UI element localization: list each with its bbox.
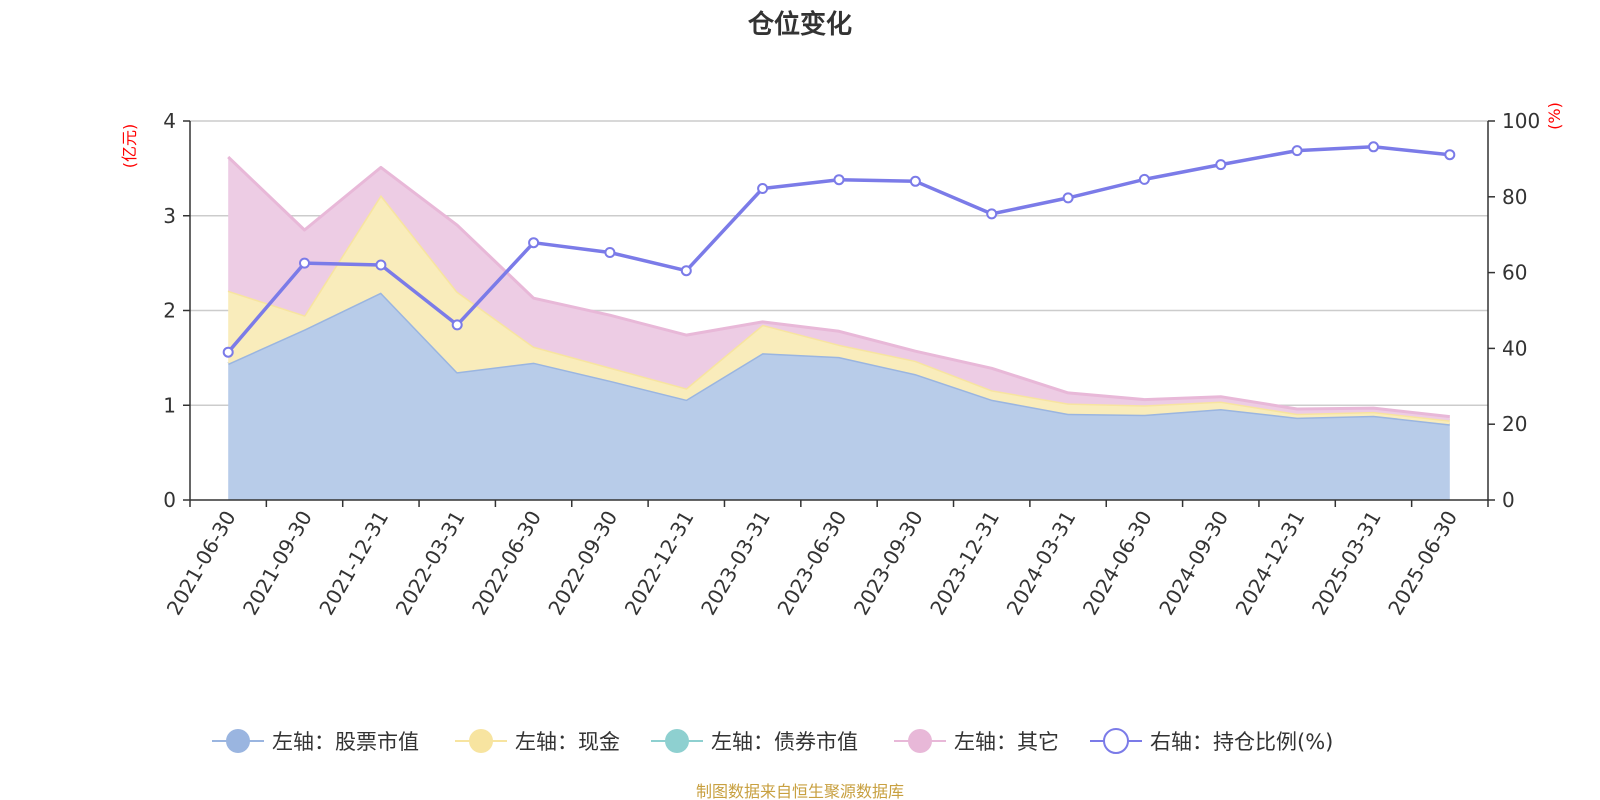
x-axis-tick-label: 2025-03-31	[1307, 507, 1386, 620]
x-axis-tick-label: 2022-09-30	[543, 507, 622, 620]
ratio-point[interactable]	[222, 346, 234, 358]
legend-item[interactable]: 右轴：持仓比例(%)	[1090, 728, 1333, 754]
ratio-line-series	[222, 141, 1456, 358]
x-axis-tick-label: 2023-09-30	[849, 507, 928, 620]
x-axis-tick-label: 2021-12-31	[314, 507, 393, 620]
legend-item[interactable]: 左轴：现金	[455, 729, 620, 754]
left-axis-tick-label: 3	[163, 204, 176, 228]
left-axis-unit: (亿元)	[120, 124, 139, 169]
x-axis-tick-label: 2025-06-30	[1383, 507, 1462, 620]
left-axis-tick-label: 4	[163, 109, 176, 133]
x-axis-tick-label: 2024-12-31	[1231, 507, 1310, 620]
ratio-point[interactable]	[680, 265, 692, 277]
left-axis-tick-label: 2	[163, 299, 176, 323]
x-axis-tick-label: 2024-06-30	[1078, 507, 1157, 620]
legend-item[interactable]: 左轴：其它	[894, 729, 1059, 754]
x-axis-tick-label: 2021-06-30	[162, 507, 241, 620]
legend-label: 右轴：持仓比例(%)	[1150, 730, 1333, 754]
area-左轴：股票市值	[228, 292, 1450, 500]
ratio-point[interactable]	[604, 247, 616, 258]
ratio-point[interactable]	[299, 257, 310, 269]
legend-marker	[469, 729, 493, 753]
legend-label: 左轴：其它	[954, 730, 1059, 754]
right-axis-tick-label: 0	[1502, 488, 1515, 512]
ratio-point[interactable]	[451, 319, 463, 331]
area-左轴：其它	[228, 157, 1450, 421]
ratio-point[interactable]	[528, 237, 540, 249]
left-axis-tick-label: 1	[163, 393, 176, 417]
ratio-point[interactable]	[909, 175, 921, 187]
right-axis-tick-label: 60	[1502, 261, 1527, 285]
source-note: 制图数据来自恒生聚源数据库	[696, 782, 904, 800]
legend-label: 左轴：债券市值	[711, 730, 858, 754]
ratio-point[interactable]	[757, 183, 769, 194]
ratio-point[interactable]	[1368, 141, 1379, 153]
legend[interactable]: 左轴：股票市值 左轴：现金 左轴：债券市值 左轴：其它 右轴：持仓比例(%)	[212, 728, 1333, 754]
ratio-point[interactable]	[1444, 149, 1456, 161]
ratio-point[interactable]	[833, 174, 845, 186]
chart-title: 仓位变化	[747, 9, 852, 40]
right-axis-tick-label: 100	[1502, 109, 1540, 133]
right-axis-unit: (%)	[1545, 102, 1564, 130]
right-axis-tick-label: 80	[1502, 185, 1527, 209]
area-edge-左轴：其它	[227, 155, 1450, 419]
x-axis-tick-label: 2023-12-31	[925, 507, 1004, 620]
x-axis-tick-label: 2024-03-31	[1002, 507, 1081, 620]
legend-label: 左轴：股票市值	[272, 730, 419, 754]
ratio-point[interactable]	[1138, 173, 1150, 185]
right-axis-tick-label: 40	[1502, 336, 1527, 360]
ratio-point[interactable]	[986, 208, 998, 220]
x-axis-tick-label: 2022-12-31	[620, 507, 699, 620]
x-axis-tick-label: 2023-03-31	[696, 507, 775, 620]
x-axis-tick-label: 2024-09-30	[1154, 507, 1233, 620]
x-axis-tick-label: 2021-09-30	[238, 507, 317, 620]
stacked-areas	[227, 155, 1450, 500]
ratio-point[interactable]	[1062, 192, 1074, 204]
ratio-point[interactable]	[375, 259, 387, 271]
left-axis-tick-label: 0	[163, 488, 176, 512]
legend-label: 左轴：现金	[515, 730, 620, 754]
legend-marker	[908, 729, 932, 753]
right-axis-tick-label: 20	[1502, 412, 1527, 436]
ratio-point[interactable]	[1291, 145, 1303, 157]
legend-item[interactable]: 左轴：债券市值	[651, 729, 858, 754]
x-axis-tick-label: 2023-06-30	[772, 507, 851, 620]
legend-marker	[226, 729, 250, 753]
x-axis-tick-label: 2022-03-31	[391, 507, 470, 620]
x-axis-tick-label: 2022-06-30	[467, 507, 546, 620]
legend-marker	[665, 729, 689, 753]
ratio-point[interactable]	[1215, 159, 1227, 171]
legend-item[interactable]: 左轴：股票市值	[212, 729, 419, 754]
legend-marker	[1103, 728, 1129, 754]
